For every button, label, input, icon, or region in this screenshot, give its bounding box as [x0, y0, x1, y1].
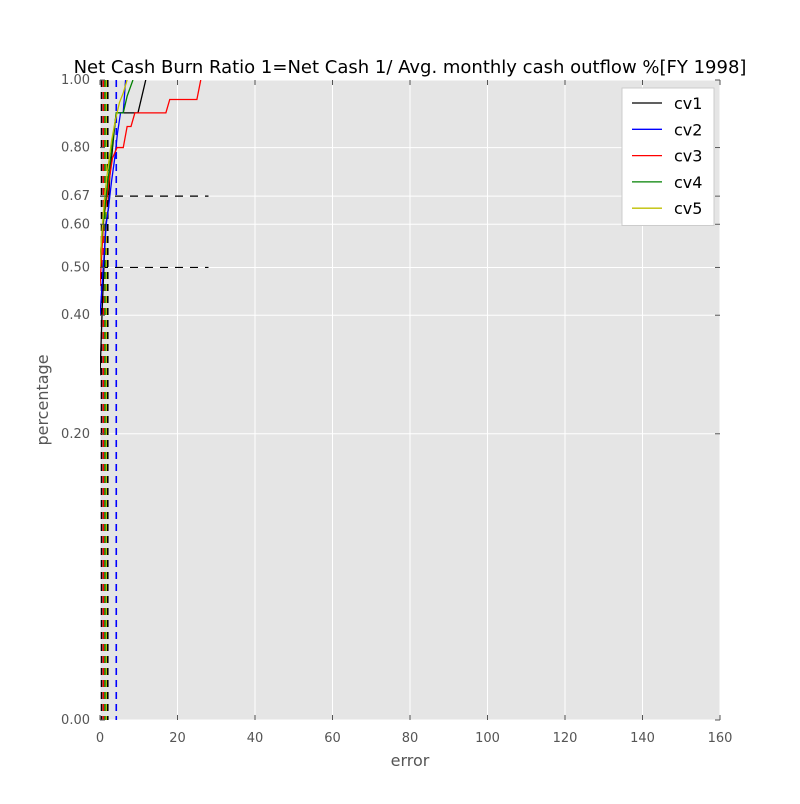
y-tick-label: 0.67 [61, 189, 90, 204]
y-tick-label: 0.50 [61, 260, 90, 275]
x-tick-label: 160 [708, 731, 733, 746]
y-tick-label: 0.60 [61, 217, 90, 232]
x-tick-label: 80 [402, 731, 419, 746]
x-tick-label: 40 [247, 731, 264, 746]
y-tick-label: 0.20 [61, 427, 90, 442]
y-tick-label: 1.00 [61, 73, 90, 88]
series-line-cv5 [100, 80, 128, 268]
x-tick-label: 60 [324, 731, 341, 746]
series-layer [100, 80, 202, 376]
legend-label-cv5: cv5 [674, 199, 702, 218]
y-tick-label: 0.80 [61, 141, 90, 156]
x-tick-label: 100 [475, 731, 500, 746]
legend: cv1 cv2 cv3 cv4 cv5 [621, 87, 715, 226]
legend-label-cv3: cv3 [674, 147, 702, 166]
y-tick-label: 0.40 [61, 308, 90, 323]
x-axis-label: error [391, 751, 430, 770]
x-tick-label: 0 [96, 731, 104, 746]
legend-label-cv2: cv2 [674, 120, 702, 139]
chart-title: Net Cash Burn Ratio 1=Net Cash 1/ Avg. m… [74, 57, 747, 78]
legend-label-cv4: cv4 [674, 173, 702, 192]
y-tick-label: 0.00 [61, 713, 90, 728]
x-tick-label: 20 [169, 731, 186, 746]
x-tick-label: 120 [553, 731, 578, 746]
reference-lines [100, 80, 209, 720]
y-axis-label: percentage [33, 354, 52, 445]
x-tick-label: 140 [630, 731, 655, 746]
axis-layer: 0 20 40 60 80 100 120 140 160 0.00 0.20 0.40 0.50 0.6… [61, 73, 732, 746]
legend-box [621, 87, 715, 226]
legend-label-cv1: cv1 [674, 94, 702, 113]
